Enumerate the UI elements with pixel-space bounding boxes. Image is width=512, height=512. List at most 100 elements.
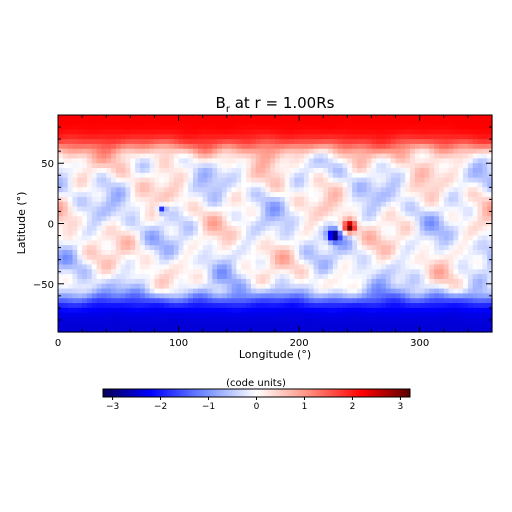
heatmap-cell	[463, 177, 469, 184]
heatmap-cell	[82, 327, 88, 333]
heatmap-cell	[472, 158, 479, 164]
heatmap-cell	[472, 182, 479, 188]
heatmap-cell	[284, 182, 291, 188]
heatmap-cell	[149, 139, 156, 145]
heatmap-cell	[164, 206, 170, 213]
heatmap-cell	[467, 143, 474, 150]
heatmap-cell	[342, 254, 348, 261]
heatmap-cell	[467, 230, 474, 237]
heatmap-cell	[376, 259, 382, 266]
heatmap-cell	[178, 177, 184, 184]
heatmap-cell	[414, 153, 421, 159]
heatmap-cell	[328, 206, 334, 213]
heatmap-cell	[231, 148, 238, 155]
heatmap-cell	[173, 235, 180, 241]
heatmap-cell	[356, 274, 363, 280]
heatmap-cell	[226, 278, 233, 285]
heatmap-cell	[135, 187, 141, 193]
heatmap-cell	[193, 278, 199, 285]
heatmap-cell	[260, 312, 266, 319]
heatmap-cell	[183, 192, 189, 198]
heatmap-cell	[231, 307, 238, 314]
heatmap-cell	[265, 163, 271, 169]
heatmap-cell	[246, 322, 252, 328]
heatmap-cell	[448, 172, 455, 179]
heatmap-cell	[342, 163, 348, 169]
heatmap-cell	[323, 216, 329, 222]
heatmap-cell	[72, 303, 78, 309]
heatmap-cell	[106, 163, 112, 169]
heatmap-cell	[299, 187, 305, 193]
heatmap-cell	[284, 196, 291, 203]
heatmap-cell	[62, 225, 69, 232]
heatmap-cell	[231, 245, 238, 251]
heatmap-cell	[429, 278, 435, 285]
heatmap-cell	[82, 269, 88, 275]
heatmap-cell	[111, 283, 117, 290]
heatmap-cell	[313, 201, 319, 208]
heatmap-cell	[347, 124, 353, 131]
heatmap-cell	[217, 240, 223, 246]
heatmap-cell	[67, 143, 74, 150]
heatmap-cell	[352, 245, 358, 251]
heatmap-cell	[255, 298, 262, 304]
heatmap-cell	[241, 124, 247, 131]
heatmap-cell	[260, 245, 266, 251]
heatmap-cell	[313, 303, 319, 309]
heatmap-cell	[159, 269, 165, 275]
heatmap-cell	[318, 148, 324, 155]
heatmap-cell	[77, 317, 83, 323]
heatmap-cell	[337, 235, 344, 241]
heatmap-cell	[294, 225, 300, 232]
heatmap-cell	[419, 274, 426, 280]
heatmap-cell	[472, 230, 479, 237]
heatmap-cell	[294, 158, 300, 164]
heatmap-cell	[125, 201, 131, 208]
heatmap-cell	[381, 235, 387, 241]
heatmap-cell	[265, 307, 271, 314]
heatmap-cell	[448, 148, 455, 155]
heatmap-cell	[197, 187, 204, 193]
heatmap-cell	[115, 269, 122, 275]
heatmap-cell	[135, 230, 141, 237]
heatmap-cell	[279, 245, 286, 251]
heatmap-cell	[294, 206, 300, 213]
heatmap-cell	[429, 163, 435, 169]
heatmap-cell	[207, 298, 213, 304]
colorbar-ticks: −3 −2 −1 0 1 2 3	[106, 397, 403, 412]
heatmap-cell	[58, 259, 64, 266]
heatmap-cell	[414, 177, 421, 184]
heatmap-cell	[323, 206, 329, 213]
heatmap-cell	[168, 288, 175, 295]
heatmap-cell	[130, 274, 136, 280]
heatmap-cell	[197, 134, 204, 140]
heatmap-cell	[106, 317, 112, 323]
heatmap-cell	[332, 115, 339, 121]
heatmap-cell	[482, 283, 488, 290]
heatmap-cell	[371, 298, 377, 304]
heatmap-cell	[135, 221, 141, 227]
heatmap-cell	[463, 168, 469, 174]
heatmap-cell	[352, 322, 358, 328]
heatmap-cell	[139, 225, 146, 232]
heatmap-cell	[221, 307, 228, 314]
heatmap-cell	[77, 264, 83, 270]
heatmap-cell	[313, 235, 319, 241]
heatmap-cell	[361, 172, 368, 179]
heatmap-cell	[294, 230, 300, 237]
heatmap-cell	[313, 158, 319, 164]
heatmap-cell	[313, 163, 319, 169]
heatmap-cell	[139, 221, 146, 227]
heatmap-cell	[284, 293, 291, 299]
heatmap-cell	[96, 298, 102, 304]
heatmap-cell	[135, 240, 141, 246]
heatmap-cell	[371, 201, 377, 208]
heatmap-cell	[448, 264, 455, 270]
heatmap-cell	[226, 259, 233, 266]
heatmap-cell	[356, 196, 363, 203]
heatmap-cell	[342, 216, 348, 222]
heatmap-cell	[381, 192, 387, 198]
heatmap-cell	[164, 264, 170, 270]
heatmap-cell	[86, 124, 93, 131]
heatmap-cell	[487, 312, 493, 319]
